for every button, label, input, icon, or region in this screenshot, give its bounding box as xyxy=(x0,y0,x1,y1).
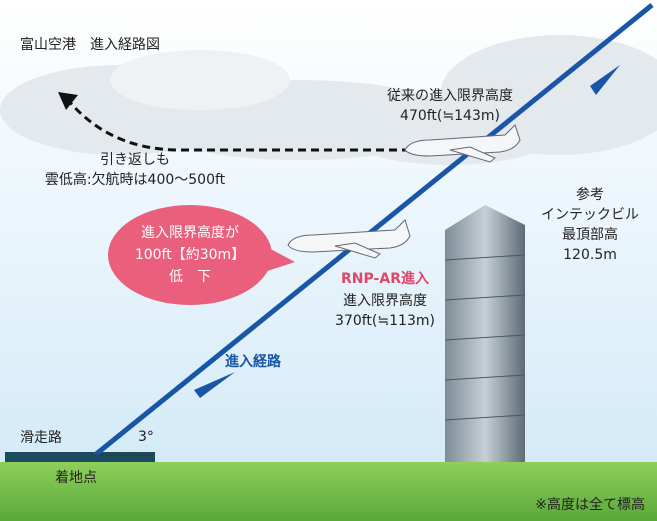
runway xyxy=(5,452,155,462)
conventional-text: 470ft(≒143m) xyxy=(400,108,500,124)
bubble-text: 低 下 xyxy=(169,269,211,285)
rnp-title: RNP-AR進入 xyxy=(341,271,429,287)
diagram: 富山空港 進入経路図 引き返しも 雲低高:欠航時は400～500ft 従来の進入… xyxy=(0,0,657,521)
building-text: 120.5m xyxy=(563,247,617,263)
rnp-text: 進入限界高度 xyxy=(343,292,427,309)
building-text: 最頂部高 xyxy=(562,226,618,243)
building xyxy=(445,205,525,462)
title: 富山空港 進入経路図 xyxy=(20,36,160,53)
note: ※高度は全て標高 xyxy=(535,496,645,513)
conventional-text: 従来の進入限界高度 xyxy=(387,87,513,104)
touchdown-label: 着地点 xyxy=(55,470,97,486)
runway-label: 滑走路 xyxy=(20,429,62,446)
bubble-text: 進入限界高度が xyxy=(141,224,239,241)
building-text: インテックビル xyxy=(541,207,639,223)
rnp-text: 370ft(≒113m) xyxy=(335,313,435,329)
path-label: 進入経路 xyxy=(225,353,282,370)
building-text: 参考 xyxy=(576,186,604,203)
missed-text: 雲低高:欠航時は400～500ft xyxy=(45,171,226,188)
bubble-text: 100ft【約30m】 xyxy=(135,247,245,263)
missed-text: 引き返しも xyxy=(100,152,170,168)
angle-label: 3° xyxy=(138,429,154,445)
